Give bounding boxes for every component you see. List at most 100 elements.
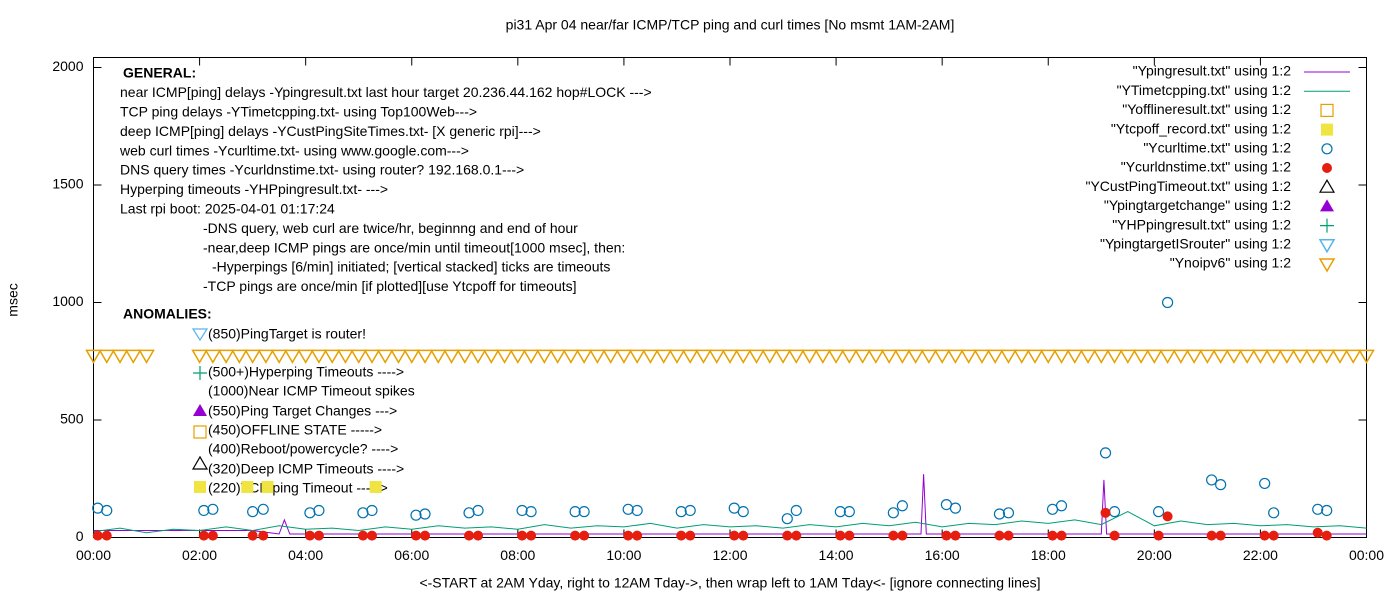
- point: [410, 509, 422, 521]
- icon-triangle-filled: [193, 404, 207, 416]
- point: [1206, 530, 1217, 541]
- point: [1159, 349, 1176, 364]
- point: [632, 530, 643, 541]
- point: [781, 513, 793, 525]
- point: [834, 506, 846, 518]
- legend-swatch: [1318, 239, 1336, 254]
- point: [416, 349, 434, 364]
- legend-label: "Ytcpoff_record.txt" using 1:2: [1111, 120, 1291, 136]
- point: [681, 349, 699, 364]
- point: [947, 349, 964, 364]
- y-tick-label: 2000: [52, 58, 83, 74]
- annotation: (1000)Near ICMP Timeout spikes: [208, 383, 415, 399]
- point: [376, 349, 394, 364]
- point: [578, 506, 590, 518]
- point: [950, 530, 961, 541]
- legend-label: "YTimetcpping.txt" using 1:2: [1117, 82, 1292, 98]
- legend-swatch: [1320, 218, 1334, 233]
- point: [1053, 349, 1070, 364]
- point: [241, 480, 254, 493]
- point: [1152, 506, 1165, 518]
- legend-label: "YCustPingTimeout.txt" using 1:2: [1085, 178, 1291, 194]
- x-tick-label: 10:00: [606, 547, 641, 563]
- annotation: DNS query times -Ycurldnstime.txt- using…: [120, 162, 524, 178]
- point: [549, 349, 566, 364]
- annotation: (320)Deep ICMP Timeouts ---->: [208, 461, 404, 477]
- point: [575, 349, 593, 364]
- point: [101, 530, 112, 541]
- point: [101, 504, 113, 517]
- point: [1321, 530, 1332, 541]
- point: [894, 349, 911, 364]
- point: [602, 349, 619, 364]
- line: [93, 511, 1367, 534]
- annotation: Last rpi boot: 2025-04-01 01:17:24: [120, 201, 335, 217]
- point: [390, 349, 407, 364]
- point: [986, 349, 1004, 364]
- legend-swatch: [1321, 143, 1333, 155]
- point: [569, 506, 581, 518]
- point: [1162, 511, 1173, 522]
- point: [419, 508, 431, 520]
- icon-plus: [193, 366, 207, 380]
- point: [244, 349, 261, 364]
- point: [729, 530, 740, 541]
- point: [472, 504, 484, 517]
- x-tick-label: 02:00: [182, 547, 217, 563]
- point: [261, 480, 274, 493]
- point: [708, 349, 726, 364]
- legend-label: "YHPpingresult.txt" using 1:2: [1112, 216, 1291, 232]
- point: [247, 530, 258, 541]
- point: [1312, 503, 1324, 515]
- point: [748, 349, 765, 364]
- point: [1026, 349, 1044, 364]
- annotation: (400)Reboot/powercycle? ---->: [208, 441, 398, 457]
- point: [1039, 349, 1057, 364]
- point: [85, 349, 102, 364]
- annotation: TCP ping delays -YTimetcpping.txt- using…: [120, 104, 477, 120]
- series: [92, 296, 1333, 525]
- point: [357, 530, 368, 541]
- series: [85, 349, 1375, 364]
- point: [615, 349, 633, 364]
- point: [888, 530, 899, 541]
- point: [525, 506, 537, 518]
- point: [897, 530, 908, 541]
- annotation-icons: [191, 328, 209, 493]
- point: [363, 349, 381, 364]
- icon-square-filled: [194, 481, 206, 493]
- point: [854, 349, 871, 364]
- point: [734, 349, 752, 364]
- point: [323, 349, 341, 364]
- point: [98, 349, 116, 364]
- legend-label: "Ypingtargetchange" using 1:2: [1104, 197, 1291, 213]
- legend-label: "Ynoipv6" using 1:2: [1170, 255, 1291, 271]
- x-tick-label: 06:00: [394, 547, 429, 563]
- point: [973, 349, 991, 364]
- legend-label: "Ypingresult.txt" using 1:2: [1133, 63, 1292, 79]
- point: [1153, 530, 1164, 541]
- point: [642, 349, 659, 364]
- annotation: deep ICMP[ping] delays -YCustPingSiteTim…: [120, 123, 541, 139]
- point: [526, 530, 537, 541]
- point: [92, 530, 103, 541]
- legend-label: "Yofflineresult.txt" using 1:2: [1122, 101, 1291, 117]
- point: [429, 349, 447, 364]
- point: [1066, 349, 1084, 364]
- point: [1252, 349, 1269, 364]
- x-tick-label: 12:00: [712, 547, 747, 563]
- point: [1215, 479, 1227, 491]
- legend-label: "Ycurltime.txt" using 1:2: [1143, 140, 1291, 156]
- annotation: GENERAL:: [123, 65, 196, 81]
- point: [410, 530, 421, 541]
- point: [907, 349, 924, 364]
- annotation: (550)Ping Target Changes --->: [208, 403, 397, 419]
- point: [313, 530, 324, 541]
- point: [1212, 349, 1229, 364]
- point: [782, 530, 793, 541]
- point: [774, 349, 792, 364]
- point: [191, 349, 208, 364]
- legend-swatch: [1318, 258, 1336, 273]
- point: [1172, 349, 1190, 364]
